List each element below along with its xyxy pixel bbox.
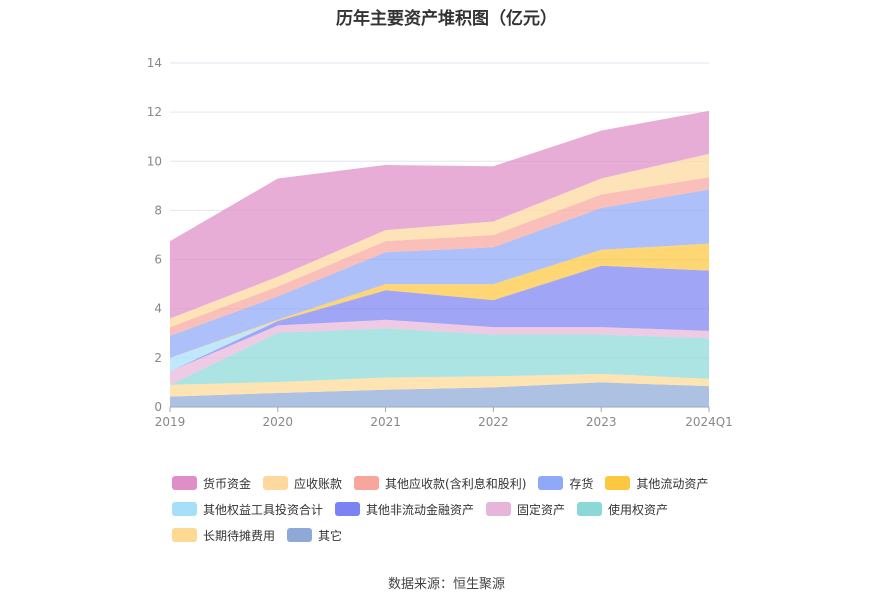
legend-swatch	[172, 528, 197, 542]
legend-item[interactable]: 货币资金	[172, 475, 251, 492]
legend-item[interactable]: 固定资产	[486, 501, 565, 518]
area-series-9	[170, 153, 709, 328]
legend-swatch	[172, 476, 197, 490]
y-tick-label: 10	[147, 154, 162, 168]
legend-swatch	[538, 476, 564, 490]
legend-item[interactable]: 使用权资产	[577, 501, 668, 518]
area-series-7	[170, 189, 709, 358]
legend-swatch	[577, 502, 603, 516]
area-series-6	[170, 243, 709, 358]
y-tick-label: 8	[154, 203, 162, 217]
x-tick-label: 2024Q1	[685, 415, 733, 429]
legend-row: 长期待摊费用 其它	[172, 522, 772, 548]
legend-label: 其它	[318, 528, 343, 543]
legend-item[interactable]: 应收账款	[263, 475, 342, 492]
legend-item[interactable]: 其他非流动金融资产	[335, 501, 474, 518]
legend-item[interactable]: 其他应收款(含利息和股利)	[354, 475, 526, 492]
legend-swatch	[486, 502, 512, 516]
chart-title: 历年主要资产堆积图（亿元）	[336, 9, 557, 29]
legend-label: 其他应收款(含利息和股利)	[385, 476, 527, 491]
x-tick-label: 2020	[263, 415, 294, 429]
legend-label: 使用权资产	[608, 502, 669, 517]
y-tick-label: 0	[154, 400, 162, 414]
y-tick-label: 14	[147, 56, 162, 70]
area-series-1	[170, 373, 709, 397]
legend-label: 其他流动资产	[636, 476, 709, 491]
y-tick-label: 2	[154, 351, 162, 365]
legend-item[interactable]: 存货	[538, 475, 593, 492]
x-tick-label: 2023	[586, 415, 617, 429]
y-tick-label: 12	[147, 105, 162, 119]
chart-legend: 货币资金 应收账款 其他应收款(含利息和股利) 存货 其他流动资产 其他权益工具投资合计其…	[172, 470, 772, 548]
legend-swatch	[335, 502, 361, 516]
legend-swatch	[605, 476, 631, 490]
data-source-note: 数据来源：恒生聚源	[387, 577, 505, 592]
legend-label: 存货	[569, 476, 594, 491]
x-tick-label: 2022	[478, 415, 509, 429]
legend-swatch	[354, 476, 380, 490]
area-series-0	[170, 382, 709, 407]
area-series-8	[170, 177, 709, 336]
legend-label: 其他权益工具投资合计	[203, 502, 324, 517]
legend-item[interactable]: 长期待摊费用	[172, 527, 275, 544]
legend-row: 货币资金 应收账款 其他应收款(含利息和股利) 存货 其他流动资产	[172, 470, 772, 496]
legend-swatch	[172, 502, 197, 516]
y-tick-label: 6	[154, 253, 162, 267]
legend-row: 其他权益工具投资合计 其他非流动金融资产 固定资产 使用权资产	[172, 496, 772, 522]
legend-label: 固定资产	[517, 502, 566, 517]
legend-item[interactable]: 其他权益工具投资合计	[172, 501, 323, 518]
legend-label: 长期待摊费用	[203, 528, 276, 543]
y-tick-label: 4	[154, 302, 162, 316]
area-series-4	[170, 265, 709, 372]
legend-swatch	[263, 476, 289, 490]
legend-swatch	[287, 528, 313, 542]
area-series-10	[170, 110, 709, 319]
stacked-area-chart: 0 2 4 6 8 10 12 14 2019 2020 2021 2022 2023 2024Q1	[147, 56, 733, 429]
area-series-2	[170, 328, 709, 385]
x-tick-label: 2021	[370, 415, 401, 429]
legend-label: 其他非流动金融资产	[366, 502, 475, 517]
x-tick-label: 2019	[155, 415, 186, 429]
legend-item[interactable]: 其它	[287, 527, 342, 544]
legend-label: 货币资金	[203, 476, 252, 491]
legend-label: 应收账款	[294, 476, 343, 491]
legend-item[interactable]: 其他流动资产	[605, 475, 708, 492]
